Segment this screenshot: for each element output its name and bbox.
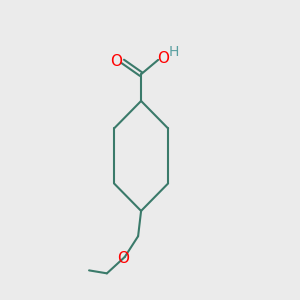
Text: O: O — [117, 251, 129, 266]
Text: O: O — [110, 54, 122, 69]
Text: H: H — [169, 45, 179, 58]
Text: O: O — [158, 51, 169, 66]
